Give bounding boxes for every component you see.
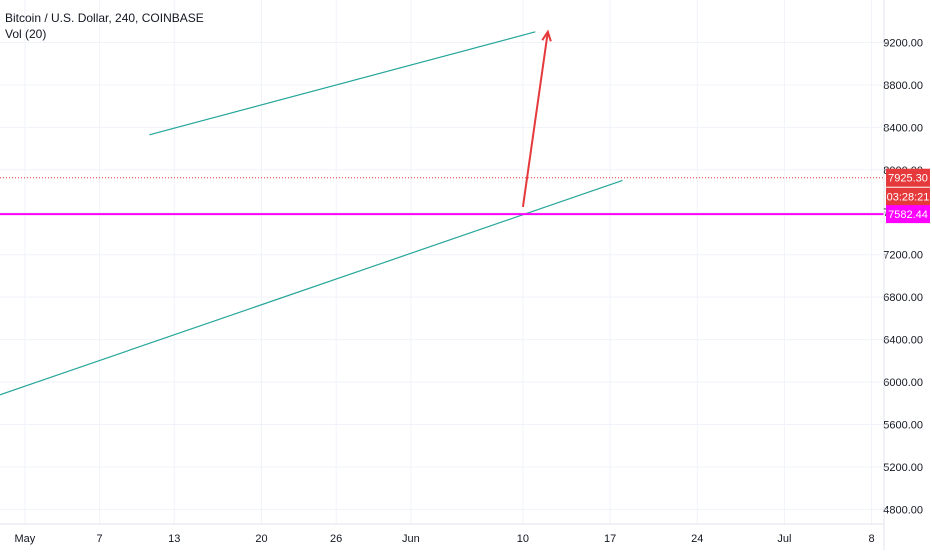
y-tick-label: 6000.00 [883, 377, 923, 389]
chart-title: Bitcoin / U.S. Dollar, 240, COINBASE [5, 11, 204, 25]
channel-upper-line [149, 31, 536, 136]
y-tick-label: 8800.00 [883, 80, 923, 92]
forecast-arrow [521, 31, 549, 208]
x-tick-label: 7 [97, 533, 103, 545]
time-axis[interactable]: May 7 13 20 26 Jun 10 17 24 Jul 8 [15, 533, 875, 545]
y-tick-label: 7200.00 [883, 250, 923, 262]
channel-lower-line [0, 179, 623, 396]
support-badge [886, 205, 930, 224]
x-tick-label: 10 [517, 533, 529, 545]
price-axis[interactable]: 9200.008800.008400.008000.007600.007200.… [883, 37, 923, 516]
y-tick-label: 8400.00 [883, 122, 923, 134]
price-labels: 7925.30 03:28:21 7582.44 [886, 168, 930, 224]
y-tick-label: 5600.00 [883, 419, 923, 431]
x-tick-label: 26 [330, 533, 342, 545]
x-tick-label: 24 [691, 533, 703, 545]
last-price-label: 7925.30 [888, 173, 928, 185]
x-tick-label: 8 [868, 533, 874, 545]
y-tick-label: 6400.00 [883, 335, 923, 347]
last-price-badge [886, 168, 930, 187]
x-tick-label: 17 [604, 533, 616, 545]
countdown-badge [886, 187, 930, 206]
forecast-arrow-head [541, 29, 552, 42]
support-label: 7582.44 [888, 209, 928, 221]
volume-indicator-label: Vol (20) [5, 27, 46, 41]
drawings [0, 29, 884, 396]
x-tick-label: May [15, 533, 36, 545]
x-tick-label: 13 [168, 533, 180, 545]
grid [0, 0, 884, 524]
x-tick-label: Jul [777, 533, 791, 545]
x-tick-label: Jun [402, 533, 420, 545]
y-tick-label: 6800.00 [883, 292, 923, 304]
y-tick-label: 9200.00 [883, 37, 923, 49]
y-tick-label: 5200.00 [883, 462, 923, 474]
x-tick-label: 20 [255, 533, 267, 545]
countdown-label: 03:28:21 [887, 192, 930, 204]
y-tick-label: 4800.00 [883, 504, 923, 516]
